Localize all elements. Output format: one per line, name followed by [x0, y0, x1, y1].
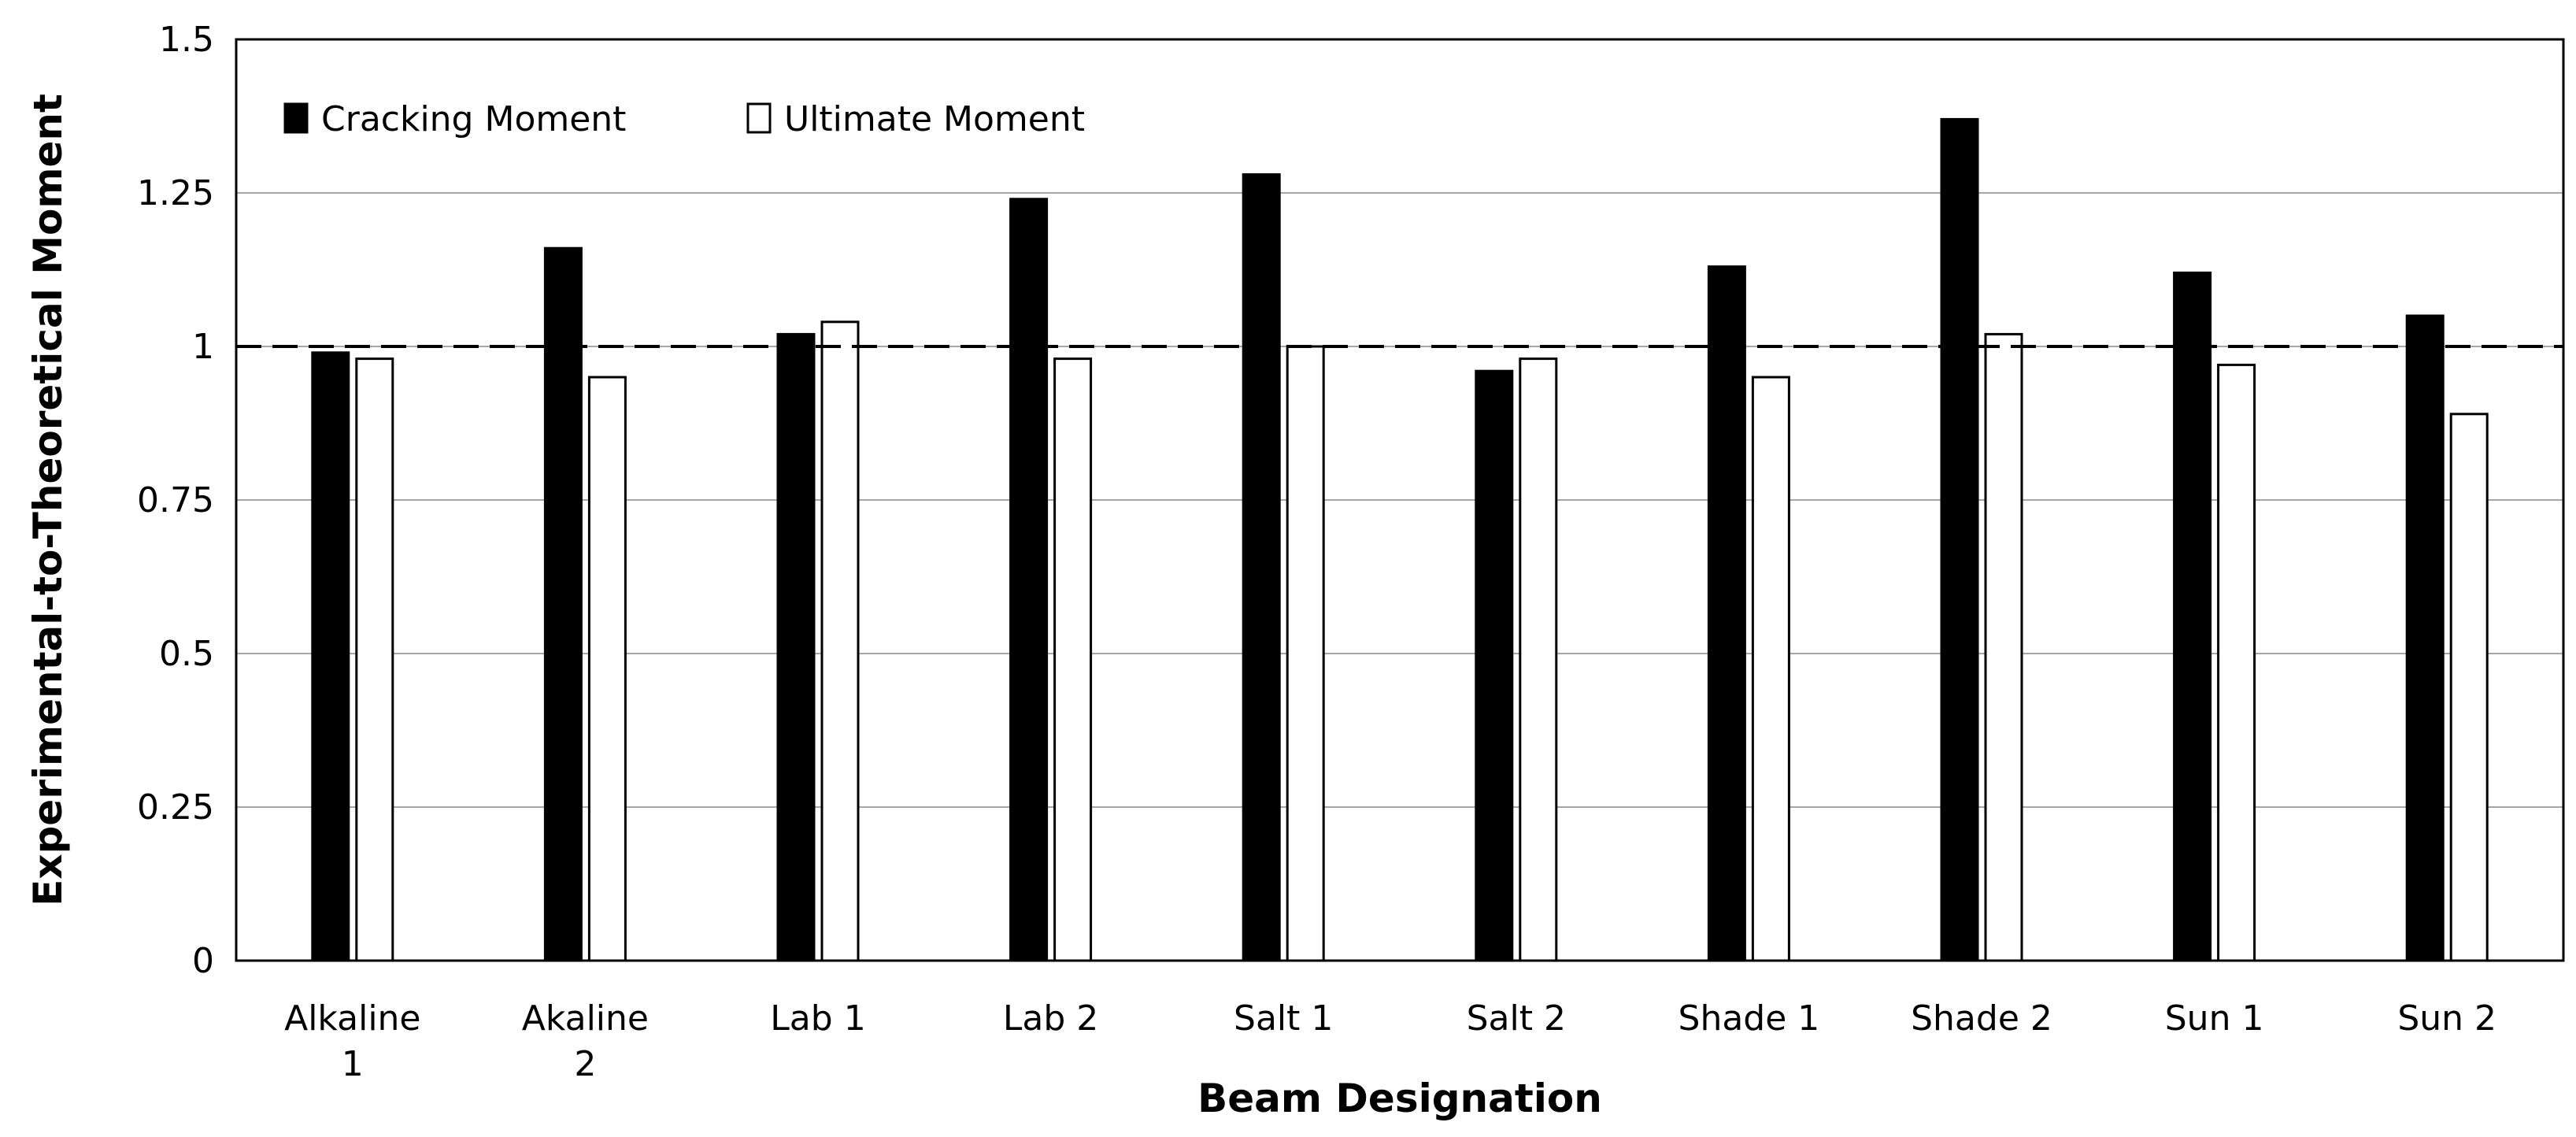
legend: Cracking Moment Ultimate Moment [283, 99, 1085, 139]
bar-ultimate-moment [587, 376, 627, 962]
bar-ultimate-moment [2217, 363, 2256, 962]
x-tick-label: Shade 1 [1678, 998, 1820, 1039]
bar-ultimate-moment [355, 357, 394, 962]
x-tick-label: Lab 1 [770, 998, 865, 1039]
y-tick-label: 1 [192, 327, 214, 367]
x-axis-title: Beam Designation [1197, 1076, 1602, 1121]
bar-cracking-moment [2173, 271, 2212, 962]
y-tick-label: 1.5 [159, 20, 214, 60]
x-tick-label: 2 [574, 1044, 596, 1084]
x-tick-label: Salt 2 [1467, 998, 1566, 1039]
legend-swatch-ultimate-moment [746, 102, 772, 134]
bars [311, 117, 2489, 962]
y-axis-tick-labels: 0 0.25 0.5 0.75 1 1.25 1.5 [137, 20, 214, 981]
x-tick-label: Akaline [522, 998, 649, 1039]
y-axis-title: Experimental-to-Theoretical Moment [25, 94, 71, 906]
bar-ultimate-moment [1053, 357, 1093, 962]
bar-cracking-moment [543, 246, 583, 962]
legend-swatch-cracking-moment [283, 102, 309, 134]
legend-label-cracking-moment: Cracking Moment [321, 99, 626, 139]
bar-cracking-moment [311, 351, 350, 962]
bar-ultimate-moment [1519, 357, 1558, 962]
x-tick-label: Lab 2 [1003, 998, 1098, 1039]
x-tick-label: Salt 1 [1234, 998, 1333, 1039]
x-tick-label: Alkaline [284, 998, 420, 1039]
bar-ultimate-moment [2449, 413, 2489, 962]
bar-cracking-moment [776, 332, 816, 962]
x-tick-label: Sun 2 [2397, 998, 2496, 1039]
x-axis-tick-labels: Alkaline 1 Akaline 2 Lab 1 Lab 2 Salt 1 Salt 2 S… [284, 998, 2496, 1084]
plot-area-border [235, 38, 2565, 962]
bar-cracking-moment [1475, 369, 1514, 962]
x-tick-label: Shade 2 [1911, 998, 2052, 1039]
bar-cracking-moment [1009, 198, 1049, 962]
bar-cracking-moment [1707, 265, 1746, 962]
legend-label-ultimate-moment: Ultimate Moment [784, 99, 1085, 139]
y-tick-label: 0 [192, 941, 214, 981]
bar-ultimate-moment [1984, 332, 2023, 962]
bar-ultimate-moment [1751, 376, 1790, 962]
bar-cracking-moment [2405, 314, 2445, 962]
x-tick-label: Sun 1 [2165, 998, 2264, 1039]
y-tick-label: 0.5 [159, 634, 214, 674]
x-tick-label: 1 [342, 1044, 364, 1084]
y-tick-label: 1.25 [137, 173, 214, 213]
bar-ultimate-moment [1286, 345, 1325, 962]
bar-cracking-moment [1940, 117, 1979, 962]
y-tick-label: 0.25 [137, 787, 214, 828]
bar-ultimate-moment [820, 320, 860, 962]
y-tick-label: 0.75 [137, 480, 214, 520]
bar-cracking-moment [1242, 173, 1281, 962]
